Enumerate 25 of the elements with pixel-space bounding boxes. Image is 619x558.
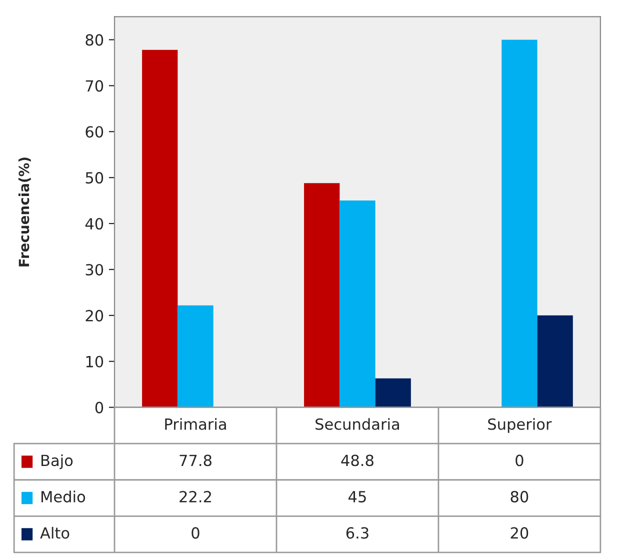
y-tick-label: 60 [86,126,104,138]
data-label: 77.8 [180,454,212,466]
data-label: 45 [348,491,366,502]
x-tick-label: Superior [488,418,552,433]
x-tick-label: Primaria [165,418,226,430]
y-tick-label: 20 [86,310,104,322]
y-tick-label: 0 [95,402,104,414]
legend-label: Medio [42,490,86,502]
y-tick-label: 10 [86,356,104,368]
data-label: 48.8 [341,454,374,466]
data-label: 0 [192,527,200,539]
y-tick-label: 70 [86,80,104,92]
data-label: 20 [510,527,528,539]
x-tick-label: Secundaria [316,418,399,430]
y-tick-label: 40 [85,218,104,230]
y-axis-title: Frecuencia(%) [18,158,31,266]
legend-label: Alto [40,526,70,539]
data-label: 6.3 [346,527,368,539]
y-tick-label: 50 [86,172,104,184]
data-label: 0 [516,454,524,466]
data-label: 80 [510,490,528,502]
y-tick-label: 80 [86,34,104,46]
y-tick-label: 30 [86,264,104,276]
legend-label: Bajo [42,454,73,470]
data-label: 22.2 [180,490,211,502]
